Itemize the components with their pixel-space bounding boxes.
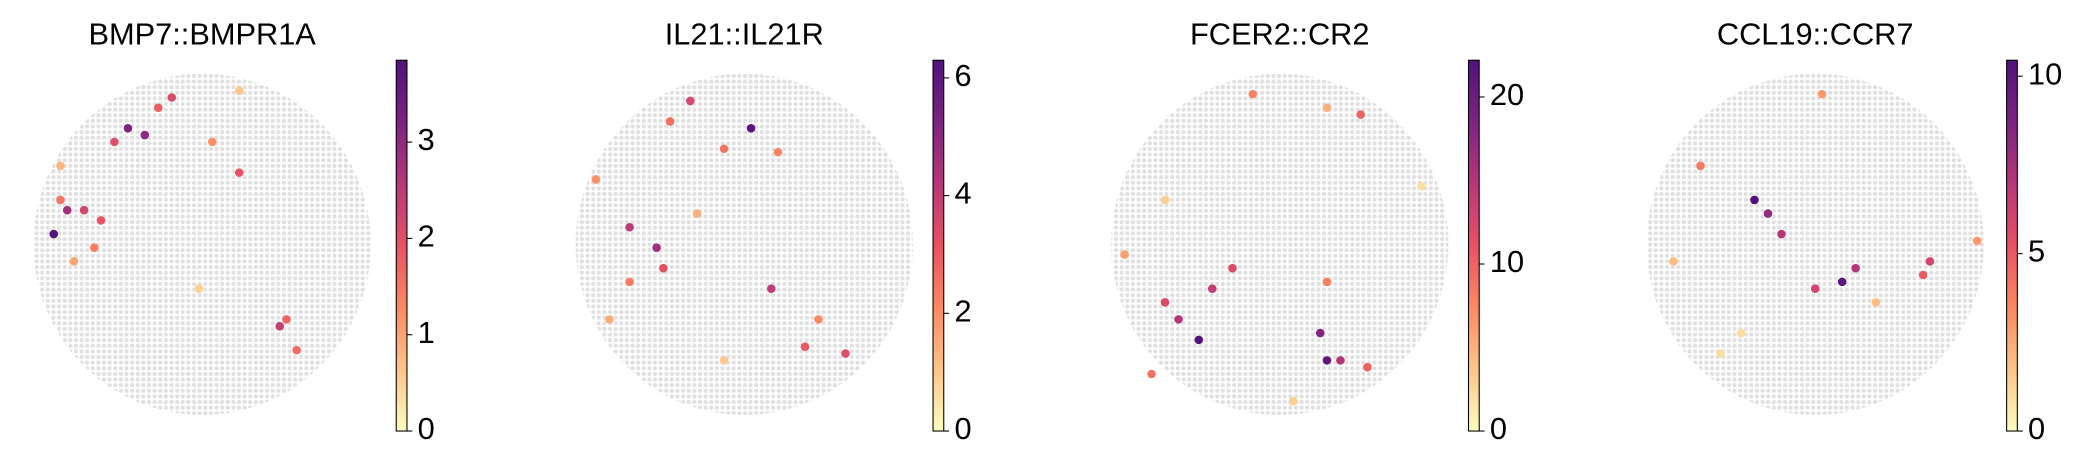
colorbar-tick-label: 2	[418, 219, 435, 254]
spot	[1925, 257, 1935, 266]
spot	[1228, 263, 1237, 273]
spot	[110, 137, 119, 147]
spot	[625, 222, 634, 232]
panel-title: IL21::IL21R	[665, 16, 824, 51]
colorbar	[932, 59, 945, 432]
tissue-background	[575, 73, 913, 415]
panel-title: CCL19::CCR7	[1717, 16, 1914, 51]
spot	[814, 315, 823, 324]
spot	[1356, 110, 1365, 119]
spot	[1669, 257, 1678, 266]
spot	[652, 243, 661, 252]
spot	[605, 315, 614, 324]
spot	[1851, 263, 1860, 273]
spot	[1322, 356, 1332, 365]
spot	[1322, 103, 1332, 113]
colorbar	[1467, 59, 1480, 432]
spot	[1837, 277, 1847, 287]
colorbar-tick-label: 1	[418, 315, 435, 350]
spot	[62, 205, 72, 215]
colorbar-tick-label: 10	[1490, 244, 1524, 279]
spot	[719, 144, 729, 154]
tissue-background	[33, 73, 371, 415]
spot	[292, 345, 301, 355]
colorbar-tick-label: 2	[954, 293, 971, 328]
spot	[1417, 181, 1426, 191]
colorbar-tick-label: 0	[2028, 411, 2045, 446]
spot	[659, 263, 668, 273]
spot	[1322, 277, 1332, 287]
spot	[49, 229, 59, 239]
colorbar	[2006, 59, 2018, 432]
colorbar-tick-label: 10	[2028, 56, 2062, 91]
spot	[1763, 209, 1773, 218]
spot	[1363, 362, 1372, 372]
colorbar-tick-label: 3	[418, 122, 435, 157]
spot	[56, 161, 65, 171]
spot	[1777, 229, 1786, 239]
spot	[1288, 397, 1298, 406]
colorbar-tick-label: 0	[418, 411, 435, 446]
colorbar-tick-label: 6	[954, 58, 971, 93]
spot	[79, 205, 89, 215]
spot	[1918, 270, 1928, 280]
spot	[1696, 161, 1705, 171]
spot	[234, 168, 244, 177]
spot	[154, 103, 163, 113]
spot	[766, 284, 776, 293]
spot	[1248, 89, 1258, 99]
colorbar-tick-label: 0	[1490, 411, 1507, 446]
spot	[123, 123, 133, 133]
spot	[69, 257, 79, 266]
spot	[1716, 349, 1726, 358]
spot	[234, 86, 244, 95]
spot	[1160, 298, 1170, 307]
colorbar	[395, 59, 408, 432]
spot	[56, 195, 65, 205]
panel-title: FCER2::CR2	[1190, 16, 1370, 51]
spot	[1871, 298, 1881, 307]
spot	[1315, 328, 1325, 338]
colorbar-tick-label: 4	[954, 176, 971, 211]
spot	[1750, 195, 1759, 205]
spot	[1972, 236, 1982, 246]
spot	[194, 284, 204, 293]
spot	[625, 277, 634, 287]
spot	[96, 216, 106, 225]
tissue-background	[1111, 73, 1449, 415]
spot	[140, 130, 150, 140]
spot	[692, 209, 702, 218]
tissue-background	[1646, 73, 1984, 415]
spot	[1120, 250, 1129, 259]
spot	[1810, 284, 1820, 293]
spot	[1207, 284, 1217, 293]
spot	[591, 175, 601, 184]
spot	[1174, 315, 1183, 324]
spot	[1736, 328, 1746, 338]
spot	[773, 147, 783, 157]
spot	[686, 96, 695, 106]
spot	[719, 356, 729, 365]
spot	[1160, 195, 1170, 205]
colorbar-tick-label: 5	[2028, 234, 2045, 269]
panel-title: BMP7::BMPR1A	[88, 16, 316, 51]
colorbar-tick-label: 0	[954, 411, 971, 446]
spot	[746, 123, 756, 133]
spot	[841, 349, 850, 358]
spot	[800, 342, 810, 351]
spot	[89, 243, 99, 252]
spot	[1147, 369, 1156, 379]
colorbar-tick-label: 20	[1490, 77, 1524, 112]
spot	[665, 117, 675, 126]
spot	[282, 315, 291, 324]
spot	[1336, 356, 1345, 365]
spot	[167, 93, 177, 102]
spot	[207, 137, 217, 147]
spot	[1817, 89, 1827, 99]
spot	[1194, 335, 1204, 345]
spot	[275, 321, 285, 331]
